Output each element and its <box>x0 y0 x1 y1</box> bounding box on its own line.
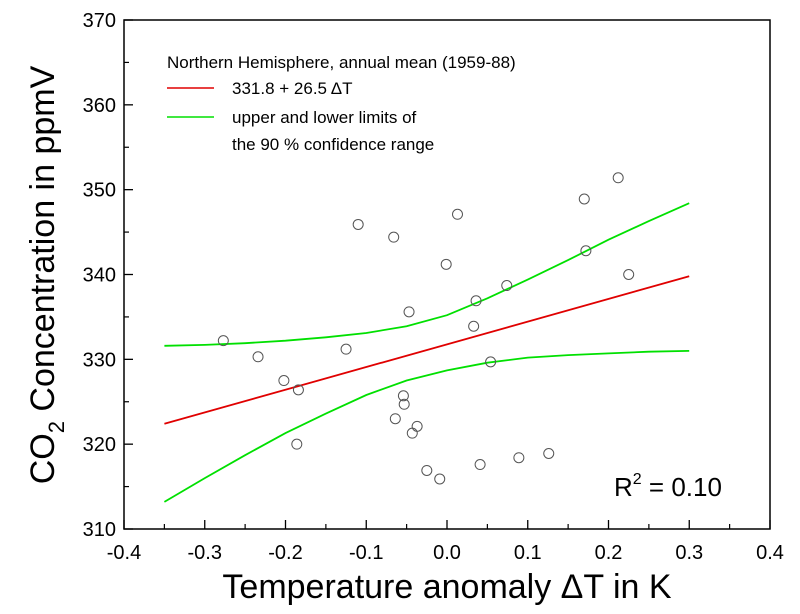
y-tick-label: 330 <box>83 349 116 371</box>
data-point <box>441 259 451 269</box>
y-axis-title: CO2 Concentration in ppmV <box>24 65 69 484</box>
data-point <box>624 270 634 280</box>
data-point <box>353 219 363 229</box>
x-tick-label: 0.4 <box>756 542 784 564</box>
legend-title: Northern Hemisphere, annual mean (1959-8… <box>167 53 516 72</box>
legend-label-fit: 331.8 + 26.5 ΔT <box>232 79 353 98</box>
data-point <box>404 307 414 317</box>
y-tick-label: 360 <box>83 95 116 117</box>
y-axis-title-prefix: CO <box>24 433 62 484</box>
data-point <box>469 321 479 331</box>
y-axis-ticks: 310 320 330 340 350 360 370 <box>83 10 133 541</box>
x-tick-label: 0.3 <box>675 542 703 564</box>
data-point <box>422 465 432 475</box>
y-tick-label: 320 <box>83 434 116 456</box>
data-point <box>279 376 289 386</box>
series-layer <box>164 203 689 502</box>
data-point <box>389 232 399 242</box>
series-line-upper <box>164 203 689 346</box>
data-point <box>544 448 554 458</box>
data-point <box>253 352 263 362</box>
data-point <box>579 194 589 204</box>
x-tick-label: 0.1 <box>514 542 542 564</box>
data-point <box>412 421 422 431</box>
y-tick-label: 350 <box>83 180 116 202</box>
y-tick-label: 310 <box>83 519 116 541</box>
data-point <box>452 209 462 219</box>
r-squared-annotation: R2 = 0.10 <box>614 471 722 502</box>
points-layer <box>218 173 633 484</box>
legend-label-confidence-line1: upper and lower limits of <box>232 108 417 127</box>
x-tick-label: -0.3 <box>188 542 222 564</box>
x-tick-label: -0.4 <box>107 542 141 564</box>
y-axis-title-suffix: Concentration in ppmV <box>24 65 62 421</box>
y-tick-label: 340 <box>83 265 116 287</box>
r-squared-superscript: 2 <box>633 471 642 488</box>
data-point <box>341 344 351 354</box>
x-tick-label: -0.2 <box>268 542 302 564</box>
x-axis-title: Temperature anomaly ΔT in K <box>222 568 671 606</box>
data-point <box>613 173 623 183</box>
legend: Northern Hemisphere, annual mean (1959-8… <box>167 53 516 154</box>
data-point <box>475 460 485 470</box>
r-squared-value: = 0.10 <box>642 472 722 502</box>
data-point <box>514 453 524 463</box>
y-tick-label: 370 <box>83 10 116 32</box>
x-tick-label: 0.2 <box>595 542 623 564</box>
data-point <box>390 414 400 424</box>
x-tick-label: 0.0 <box>433 542 461 564</box>
r-squared-base: R <box>614 472 633 502</box>
x-tick-label: -0.1 <box>349 542 383 564</box>
y-axis-title-subscript: 2 <box>44 421 69 433</box>
data-point <box>435 474 445 484</box>
x-axis-ticks: -0.4 -0.3 -0.2 -0.1 0.0 0.1 0.2 0.3 0.4 <box>107 520 784 564</box>
series-line-fit <box>164 276 689 424</box>
data-point <box>292 439 302 449</box>
data-point <box>407 428 417 438</box>
legend-label-confidence-line2: the 90 % confidence range <box>232 135 434 154</box>
plot-frame <box>124 20 770 529</box>
series-line-lower <box>164 351 689 502</box>
